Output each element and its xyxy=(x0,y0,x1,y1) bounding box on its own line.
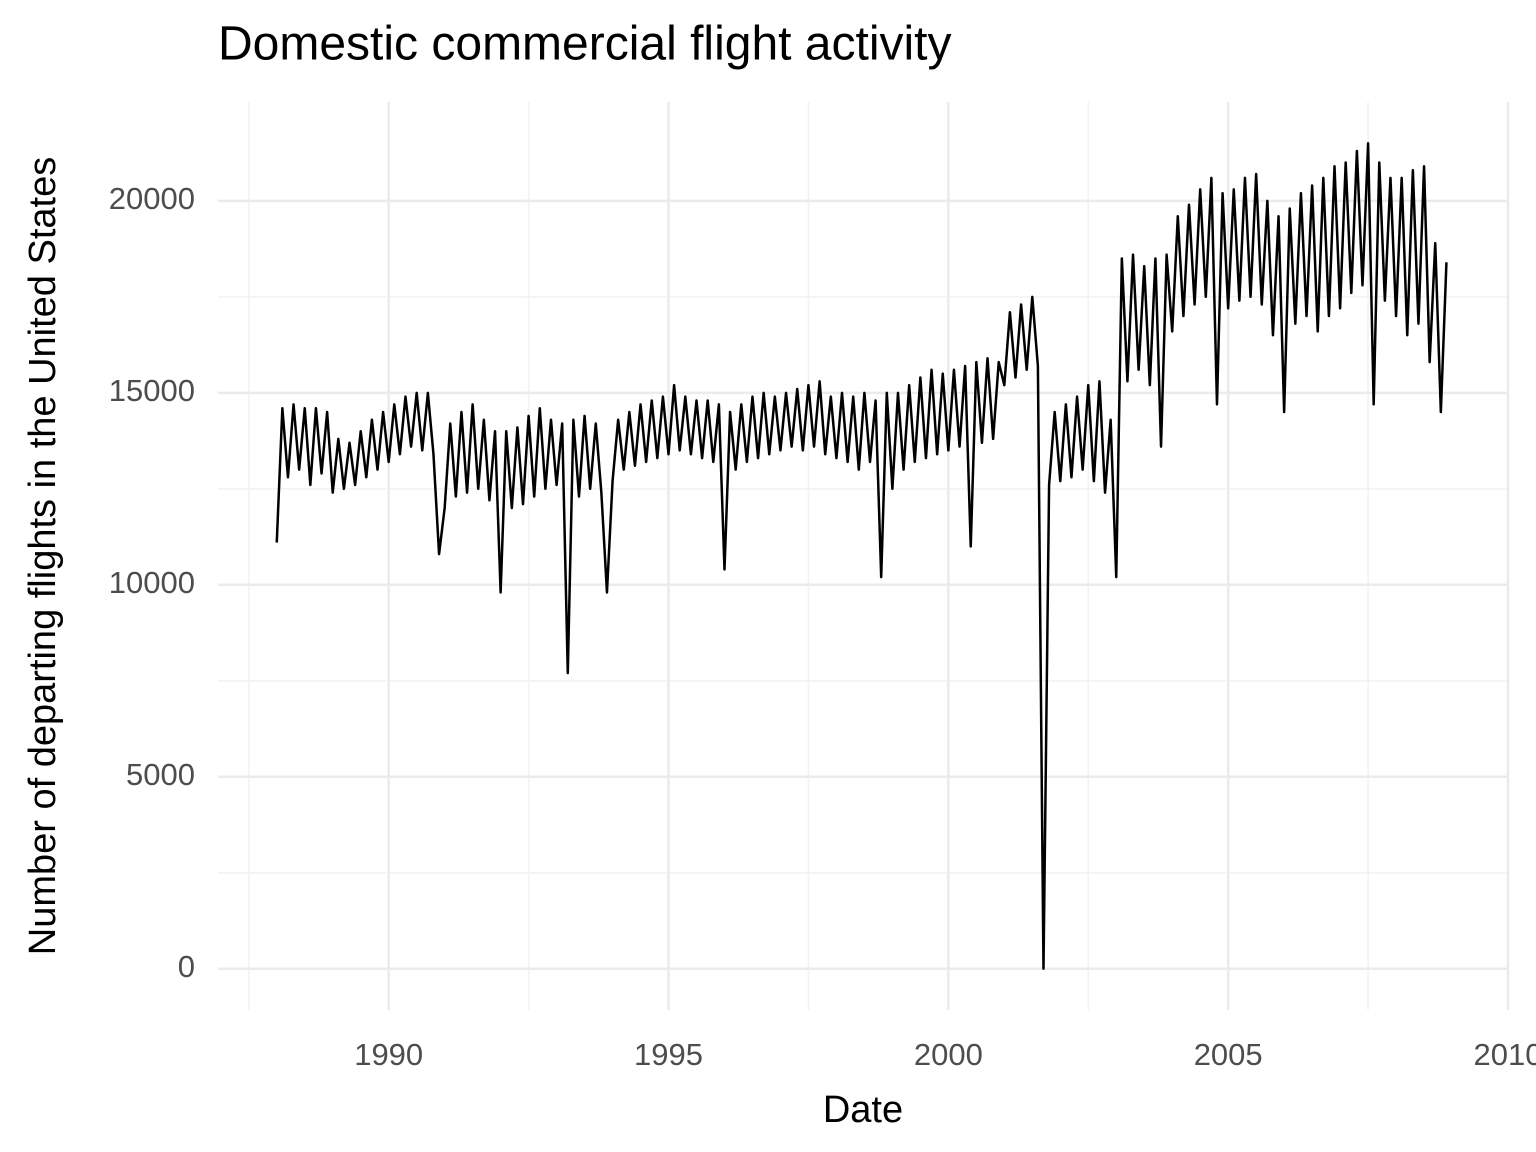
y-tick-label: 15000 xyxy=(109,373,195,408)
x-tick-label: 2000 xyxy=(914,1037,983,1072)
y-tick-label: 5000 xyxy=(126,757,195,792)
x-tick-label: 2005 xyxy=(1194,1037,1263,1072)
x-tick-label: 2010 xyxy=(1474,1037,1536,1072)
y-tick-label: 20000 xyxy=(109,181,195,216)
y-axis-title: Number of departing flights in the Unite… xyxy=(22,157,64,955)
data-line xyxy=(275,142,1448,970)
chart-title: Domestic commercial flight activity xyxy=(218,18,952,71)
x-tick-label: 1995 xyxy=(634,1037,703,1072)
y-tick-label: 0 xyxy=(178,949,195,984)
x-axis-title: Date xyxy=(823,1089,903,1131)
y-tick-label: 10000 xyxy=(109,565,195,600)
x-tick-label: 1990 xyxy=(354,1037,423,1072)
